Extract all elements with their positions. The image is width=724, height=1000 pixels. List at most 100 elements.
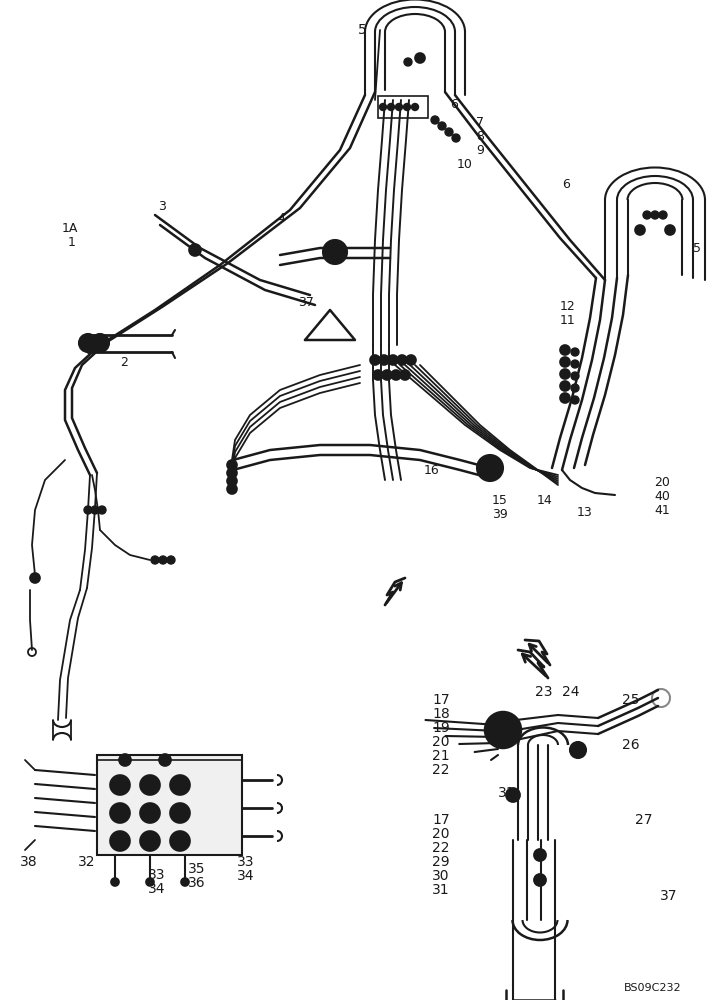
Text: BS09C232: BS09C232 [624,983,681,993]
Text: 14: 14 [537,493,552,506]
Text: 17: 17 [432,693,450,707]
Circle shape [91,506,99,514]
Circle shape [227,460,237,470]
Circle shape [651,211,659,219]
Text: 38: 38 [20,855,38,869]
Text: 16: 16 [424,464,439,477]
Text: 22: 22 [432,841,450,855]
Circle shape [110,775,130,795]
Text: 8: 8 [476,129,484,142]
Circle shape [170,803,190,823]
Text: 22: 22 [432,763,450,777]
Circle shape [560,393,570,403]
Circle shape [382,370,392,380]
Circle shape [110,803,130,823]
Circle shape [560,357,570,367]
Circle shape [571,384,579,392]
Circle shape [388,355,398,365]
Circle shape [175,780,185,790]
Circle shape [379,104,387,110]
Circle shape [570,742,586,758]
Circle shape [483,461,497,475]
Text: 2: 2 [120,356,128,368]
Circle shape [181,878,189,886]
Circle shape [452,134,460,142]
Text: 6: 6 [450,99,458,111]
Circle shape [560,369,570,379]
Text: 41: 41 [654,504,670,518]
Circle shape [397,355,407,365]
Circle shape [373,370,383,380]
Circle shape [370,355,380,365]
Circle shape [145,836,155,846]
Circle shape [91,334,109,352]
Circle shape [411,104,418,110]
Circle shape [431,116,439,124]
Text: 5: 5 [693,241,701,254]
Circle shape [111,878,119,886]
FancyBboxPatch shape [378,96,428,118]
Text: 6: 6 [562,178,570,192]
Circle shape [659,211,667,219]
Circle shape [387,104,395,110]
Text: 27: 27 [635,813,652,827]
Text: 15: 15 [492,493,508,506]
Text: 23: 23 [535,685,552,699]
Circle shape [115,808,125,818]
Text: 33: 33 [237,855,255,869]
Circle shape [140,775,160,795]
Circle shape [84,506,92,514]
Circle shape [119,754,131,766]
Text: 31: 31 [432,883,450,897]
Text: 24: 24 [562,685,579,699]
Circle shape [227,468,237,478]
Circle shape [477,455,503,481]
Circle shape [30,573,40,583]
Circle shape [560,381,570,391]
Text: 12: 12 [560,300,576,314]
Text: 36: 36 [188,876,206,890]
Circle shape [145,808,155,818]
Circle shape [379,355,389,365]
Circle shape [406,355,416,365]
Circle shape [115,780,125,790]
Circle shape [485,712,521,748]
Text: 30: 30 [432,869,450,883]
Circle shape [665,225,675,235]
Text: 10: 10 [457,158,473,172]
Circle shape [571,372,579,380]
Text: 17: 17 [432,813,450,827]
Text: 39: 39 [492,508,508,520]
Circle shape [146,878,154,886]
Text: 34: 34 [237,869,255,883]
Circle shape [151,556,159,564]
Circle shape [400,370,410,380]
Text: 13: 13 [577,506,593,520]
Circle shape [404,58,412,66]
Text: 1A: 1A [62,222,78,234]
Circle shape [140,831,160,851]
Circle shape [110,831,130,851]
Circle shape [170,831,190,851]
Text: 33: 33 [148,868,166,882]
Text: 32: 32 [78,855,96,869]
Circle shape [506,788,520,802]
Circle shape [159,556,167,564]
Circle shape [438,122,446,130]
Circle shape [395,104,403,110]
Circle shape [534,849,546,861]
Text: 37: 37 [660,889,678,903]
Circle shape [329,246,341,258]
Circle shape [170,775,190,795]
Bar [97,755,242,855]
Circle shape [167,556,175,564]
Text: 20: 20 [432,735,450,749]
Text: 40: 40 [654,490,670,504]
Circle shape [415,53,425,63]
Text: 20: 20 [432,827,450,841]
Circle shape [574,746,582,754]
Text: 35: 35 [188,862,206,876]
Circle shape [227,476,237,486]
Text: 29: 29 [432,855,450,869]
Circle shape [403,104,411,110]
